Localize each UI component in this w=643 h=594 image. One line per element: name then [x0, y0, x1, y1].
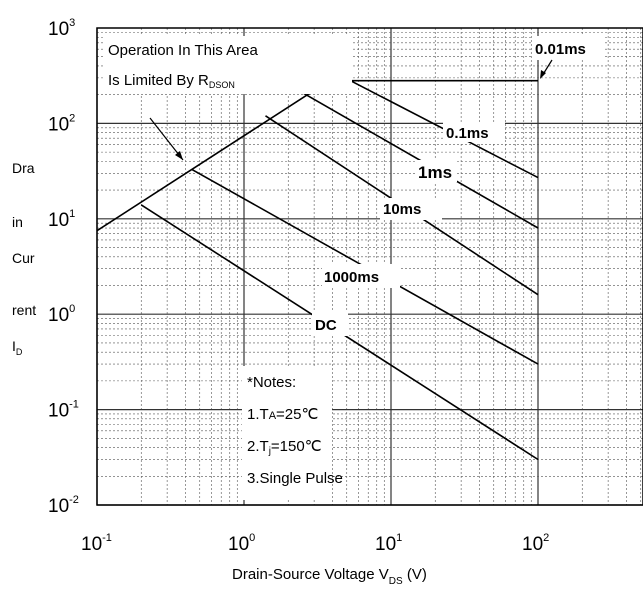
x-tick-label-2: 101	[375, 532, 402, 555]
label-1000ms: 1000ms	[324, 269, 379, 286]
x-tick-label-0: 10-1	[81, 532, 112, 555]
y-tick-label-2: 100	[48, 303, 75, 326]
note-2: 2.Tj=150℃	[247, 438, 322, 457]
label-0-01ms: 0.01ms	[535, 41, 586, 58]
label-0-1ms: 0.1ms	[446, 125, 489, 142]
xlabel: Drain-Source Voltage VDS (V)	[232, 566, 427, 587]
ylabel-line-1: Dra	[12, 160, 35, 176]
ylabel-line-5: ID	[12, 338, 22, 357]
note-1: 1.TA=25℃	[247, 406, 318, 423]
ylabel-symbol: I	[12, 338, 16, 354]
y-tick-label-1: 10-1	[48, 399, 79, 422]
label-0-01ms-arrow-head	[540, 70, 546, 79]
ylabel-line-2: in	[12, 214, 23, 230]
area-note-text: Is Limited By R	[108, 72, 209, 89]
y-tick-label-3: 101	[48, 208, 75, 231]
xlabel-text: Drain-Source Voltage V	[232, 566, 389, 583]
y-tick-label-4: 102	[48, 112, 75, 135]
area-note-line1: Operation In This Area	[108, 42, 258, 59]
y-tick-label-0: 10-2	[48, 494, 79, 517]
x-tick-label-3: 102	[522, 532, 549, 555]
xlabel-unit: (V)	[402, 566, 427, 583]
rdson-arrow-head	[175, 151, 183, 160]
label-1ms: 1ms	[418, 163, 452, 182]
label-10ms: 10ms	[383, 201, 421, 218]
series-line-0	[96, 80, 330, 232]
xlabel-sub: DS	[388, 576, 403, 587]
notes-title: *Notes:	[247, 374, 296, 391]
area-note-line2: Is Limited By RDSON	[108, 72, 235, 90]
annotations: Operation In This Area Is Limited By RDS…	[104, 36, 603, 500]
ylabel-sub: D	[15, 347, 23, 357]
note-3: 3.Single Pulse	[247, 470, 343, 487]
x-tick-label-1: 100	[228, 532, 255, 555]
label-dc: DC	[315, 317, 337, 334]
ylabel-line-3: Cur	[12, 250, 35, 266]
plot-frame	[96, 27, 643, 506]
y-tick-label-5: 103	[48, 17, 75, 40]
area-note-sub: DSON	[209, 80, 235, 90]
ylabel-line-4: rent	[12, 302, 37, 318]
